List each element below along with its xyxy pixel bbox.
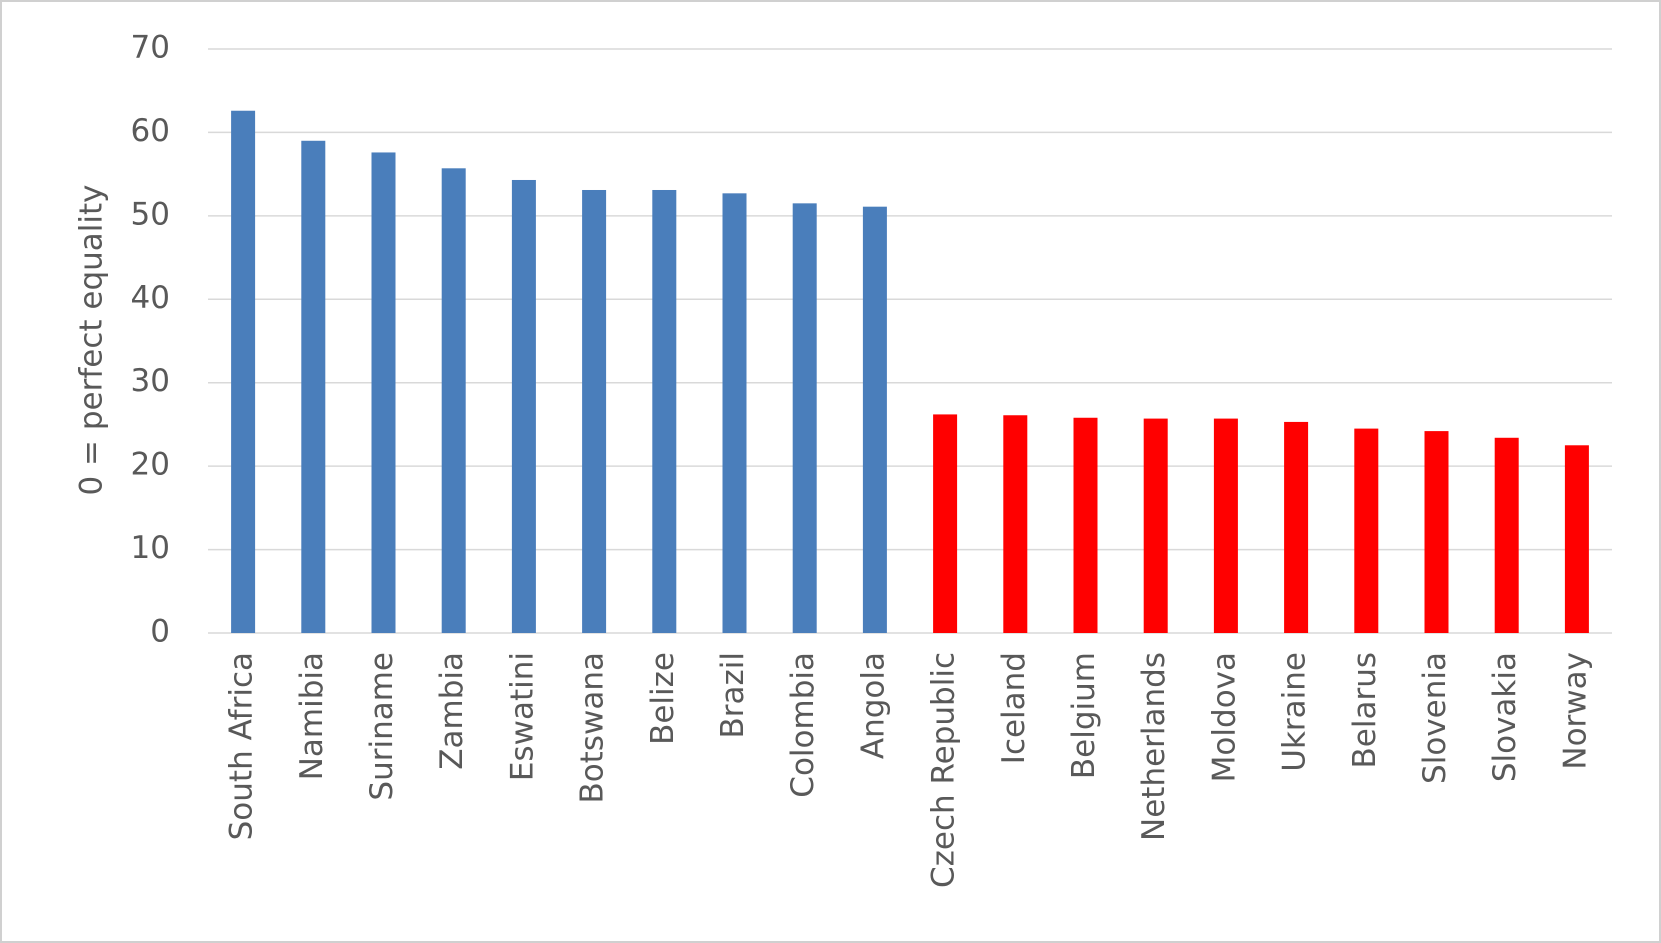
x-tick-label: Belarus (1347, 652, 1383, 769)
bar (1284, 421, 1309, 633)
bar (1494, 437, 1519, 633)
x-tick-label: Slovakia (1487, 652, 1523, 782)
x-tick-label: Eswatini (504, 652, 540, 781)
y-tick-label: 40 (131, 280, 170, 316)
bar (1003, 415, 1028, 633)
x-tick-label: Angola (855, 652, 891, 759)
y-axis-title: 0 = perfect equality (74, 184, 110, 495)
bar (1143, 418, 1168, 633)
bar (511, 179, 536, 634)
x-tick-label: Moldova (1206, 652, 1242, 782)
bar (862, 206, 887, 633)
x-tick-label: Belgium (1066, 652, 1102, 779)
bar (792, 203, 817, 634)
x-tick-label: Slovenia (1417, 652, 1453, 784)
x-tick-label: Zambia (434, 652, 470, 770)
y-tick-label: 10 (131, 530, 170, 566)
x-tick-label: Iceland (996, 652, 1032, 764)
x-tick-label: Namibia (294, 652, 330, 780)
bar (722, 193, 747, 633)
bar (231, 110, 256, 634)
x-tick-label: Norway (1557, 652, 1593, 770)
y-tick-label: 30 (131, 363, 170, 399)
y-tick-label: 0 (150, 614, 170, 650)
bar (1564, 445, 1589, 633)
x-tick-label: Netherlands (1136, 652, 1172, 841)
y-tick-label: 20 (131, 447, 170, 483)
x-tick-label: Czech Republic (926, 652, 962, 888)
bar (652, 189, 677, 633)
bar (1354, 428, 1379, 633)
x-tick-label: Suriname (364, 652, 400, 801)
y-tick-label: 50 (131, 196, 170, 232)
x-tick-label: Brazil (715, 652, 751, 739)
x-tick-label: Belize (645, 652, 681, 745)
x-tick-label: Botswana (575, 652, 611, 804)
y-tick-label: 70 (131, 30, 170, 66)
bar (1073, 417, 1098, 633)
bar (441, 168, 466, 633)
y-tick-label: 60 (131, 113, 170, 149)
bar (371, 152, 396, 634)
bar (933, 414, 958, 633)
x-tick-label: Ukraine (1277, 652, 1313, 772)
bar (582, 189, 607, 633)
bar (1213, 418, 1238, 633)
bar (301, 140, 326, 633)
x-tick-label: South Africa (224, 652, 260, 840)
x-tick-label: Colombia (785, 652, 821, 798)
bar (1424, 431, 1449, 633)
